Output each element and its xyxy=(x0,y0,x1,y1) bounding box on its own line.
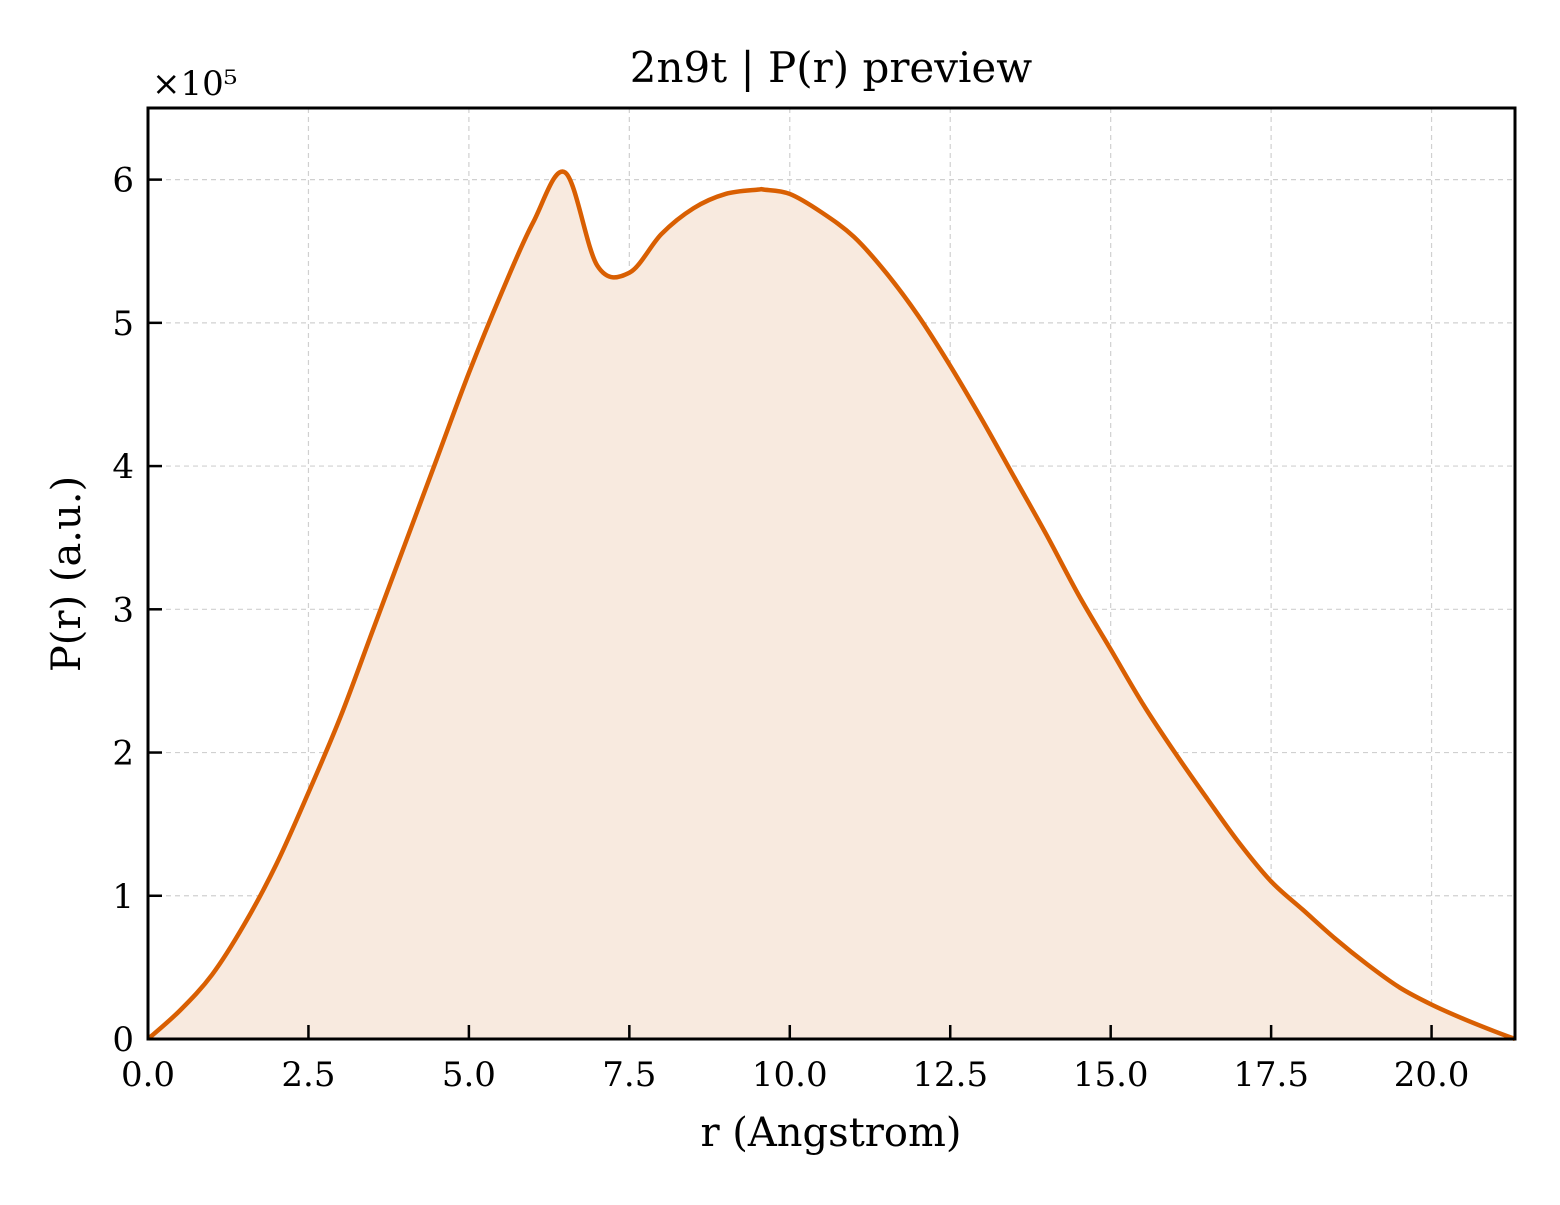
x-tick-label: 15.0 xyxy=(1073,1055,1149,1095)
y-tick-label: 4 xyxy=(112,447,134,487)
y-tick-label: 3 xyxy=(112,590,134,630)
x-tick-label: 5.0 xyxy=(442,1055,496,1095)
y-axis-title: P(r) (a.u.) xyxy=(44,476,90,672)
y-tick-label: 2 xyxy=(112,734,134,774)
x-tick-label: 7.5 xyxy=(602,1055,656,1095)
x-tick-label: 20.0 xyxy=(1394,1055,1470,1095)
y-tick-label: 0 xyxy=(112,1020,134,1060)
x-tick-label: 12.5 xyxy=(912,1055,988,1095)
y-tick-label: 6 xyxy=(112,161,134,201)
x-axis-title: r (Angstrom) xyxy=(700,1110,961,1156)
x-tick-label: 2.5 xyxy=(281,1055,335,1095)
x-tick-label: 10.0 xyxy=(752,1055,828,1095)
x-tick-label: 0.0 xyxy=(121,1055,175,1095)
y-tick-label: 1 xyxy=(112,877,134,917)
x-tick-label: 17.5 xyxy=(1233,1055,1309,1095)
y-tick-label: 5 xyxy=(112,304,134,344)
y-multiplier-label: ×10⁵ xyxy=(152,64,237,104)
series-line xyxy=(146,169,1516,1042)
plot-frame xyxy=(146,106,1517,1041)
area-fill xyxy=(148,171,1515,1039)
axis-ticks: 0.0 2.5 5.0 7.5 10.0 12.5 15.0 17.5 20.0 0 1 2 3 4 5 6 xyxy=(112,161,1469,1095)
chart-title: 2n9t | P(r) preview xyxy=(630,43,1033,92)
